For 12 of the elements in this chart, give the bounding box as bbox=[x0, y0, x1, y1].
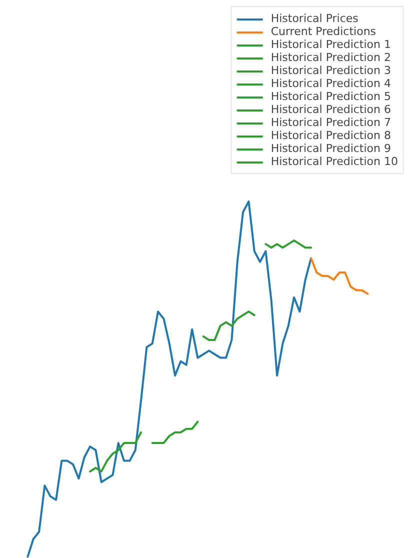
legend-label: Historical Prediction 5 bbox=[270, 90, 391, 103]
legend-label: Historical Prediction 8 bbox=[270, 129, 391, 142]
legend-label: Historical Prediction 1 bbox=[270, 38, 391, 51]
legend-label: Historical Prices bbox=[270, 12, 358, 25]
legend-label: Historical Prediction 9 bbox=[270, 142, 391, 155]
legend-label: Current Predictions bbox=[270, 25, 376, 38]
legend-label: Historical Prediction 4 bbox=[270, 77, 391, 90]
legend-label: Historical Prediction 6 bbox=[270, 103, 391, 116]
legend-label: Historical Prediction 7 bbox=[270, 116, 391, 129]
legend-label: Historical Prediction 2 bbox=[270, 51, 391, 64]
legend-label: Historical Prediction 3 bbox=[270, 64, 391, 77]
legend-label: Historical Prediction 10 bbox=[270, 155, 398, 168]
